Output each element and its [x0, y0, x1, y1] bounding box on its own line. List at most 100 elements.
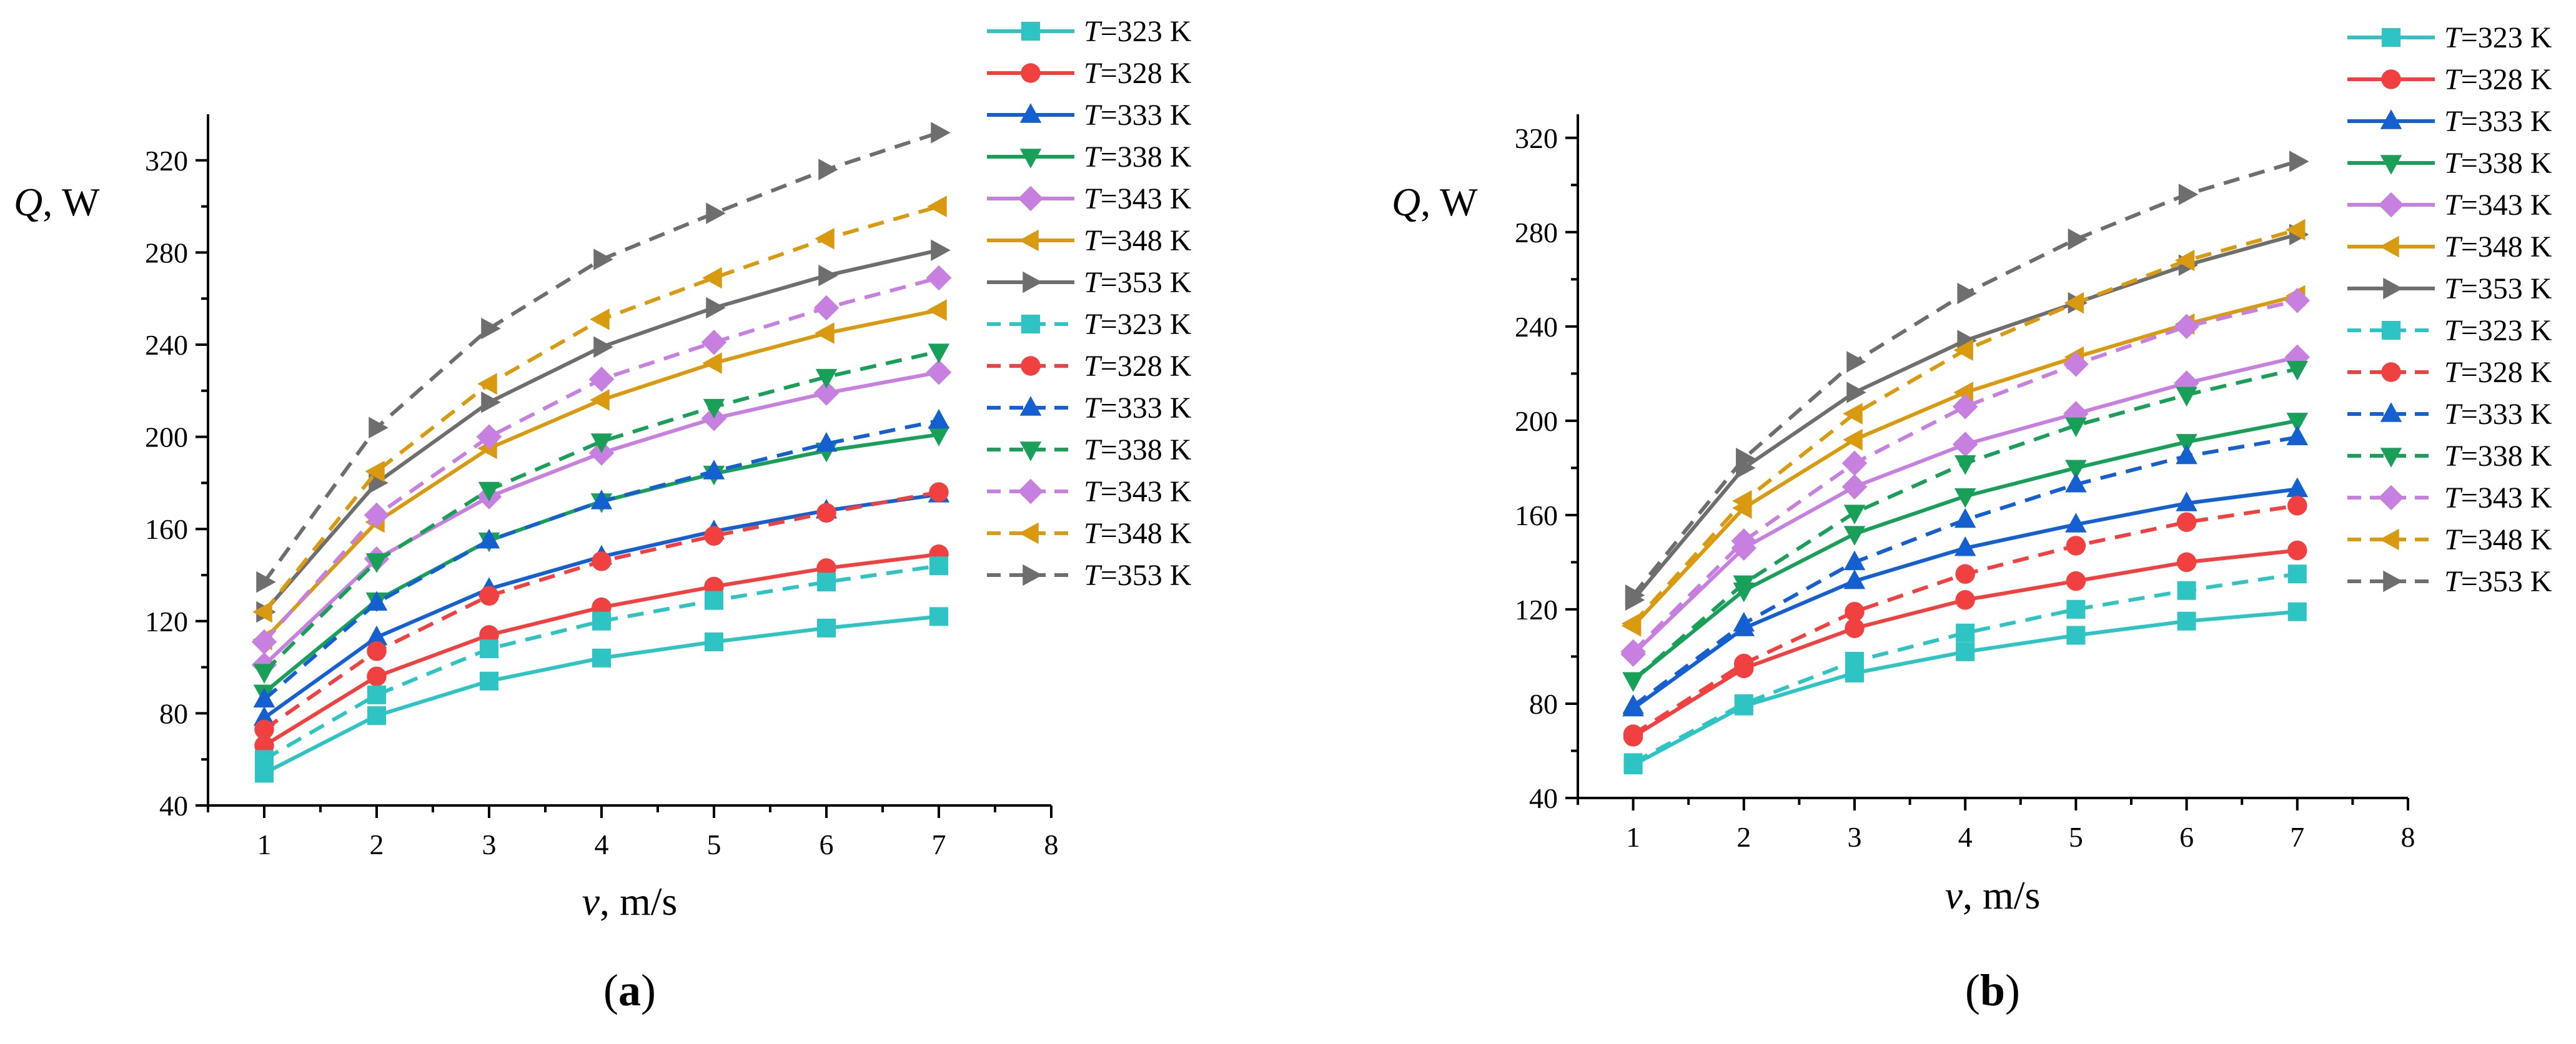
data-point — [705, 633, 723, 652]
data-point — [593, 336, 613, 358]
data-point — [2177, 581, 2196, 600]
legend-marker — [2382, 28, 2400, 47]
legend-marker — [1021, 63, 1041, 83]
legend-entry: T=328 K — [2347, 356, 2552, 389]
y-tick-label: 200 — [1515, 405, 1558, 437]
data-point — [1952, 393, 1978, 420]
data-point — [1952, 431, 1978, 457]
data-point — [2066, 536, 2086, 556]
data-point — [1736, 448, 1756, 470]
legend-entry: T=323 K — [987, 308, 1192, 341]
legend-marker — [1021, 315, 1040, 333]
data-point — [2065, 417, 2087, 438]
series-dashed-333 — [253, 409, 950, 708]
legend-entry: T=323 K — [987, 15, 1192, 48]
x-tick-label: 5 — [707, 829, 721, 860]
data-point — [2176, 512, 2197, 532]
data-point — [1841, 474, 1868, 500]
series-dashed-328 — [254, 482, 949, 739]
data-point — [817, 618, 836, 638]
data-point — [2178, 184, 2199, 205]
data-point — [931, 239, 951, 261]
y-tick-label: 280 — [145, 237, 188, 268]
data-point — [706, 202, 726, 224]
x-tick-label: 2 — [1736, 821, 1751, 853]
legend-entry: T=343 K — [987, 475, 1192, 508]
data-point — [2289, 150, 2309, 172]
data-point — [1843, 550, 1866, 571]
data-point — [253, 687, 275, 708]
legend: T=323 K T=328 K T=333 K T=338 K T=343 K T=348… — [987, 15, 1192, 592]
legend-marker — [2380, 155, 2402, 175]
data-point — [815, 368, 838, 389]
data-point — [2286, 219, 2306, 241]
data-point — [702, 267, 722, 289]
data-point — [702, 352, 722, 374]
data-point — [1734, 694, 1753, 713]
series-line — [1632, 159, 2298, 597]
legend-marker — [1023, 271, 1043, 293]
legend-label: T=328 K — [1084, 350, 1192, 383]
data-point — [590, 490, 613, 510]
data-point — [1953, 339, 1973, 361]
legend-label: T=353 K — [2444, 565, 2552, 598]
data-point — [2286, 425, 2309, 446]
legend: T=323 K T=328 K T=333 K T=338 K T=343 K T=348… — [2347, 21, 2552, 598]
y-tick-label: 160 — [1515, 500, 1558, 531]
data-point — [706, 297, 726, 319]
data-point — [1955, 564, 1975, 584]
x-axis-title-unit: , m/s — [1963, 873, 2040, 917]
data-point — [2177, 611, 2196, 631]
data-point — [813, 380, 840, 406]
data-point — [2176, 491, 2197, 511]
legend-label: T=343 K — [1084, 475, 1192, 508]
data-point — [2064, 292, 2084, 314]
data-point — [928, 426, 950, 446]
data-point — [367, 685, 386, 704]
chart-panel-b: 40 80 120 160 200 240 280 320 1 2 3 4 5 6 7 8 Q, W v, m/s… — [1392, 21, 2552, 1015]
legend-label: T=328 K — [2444, 356, 2552, 389]
data-point — [476, 424, 502, 450]
legend-marker — [1021, 356, 1041, 376]
data-point — [927, 299, 947, 321]
data-point — [255, 750, 274, 769]
legend-marker — [2380, 448, 2402, 468]
data-point — [928, 409, 950, 429]
x-tick-label: 1 — [1626, 821, 1640, 853]
legend-label: T=323 K — [2444, 21, 2552, 54]
legend-entry: T=328 K — [2347, 63, 2552, 96]
data-point — [593, 249, 613, 270]
data-point — [815, 322, 835, 344]
data-point — [1845, 601, 1865, 622]
legend-label: T=353 K — [1084, 266, 1192, 299]
series-line — [263, 614, 939, 776]
series-dashed-353 — [1625, 150, 2309, 606]
data-point — [1734, 654, 1754, 674]
legend-entry: T=343 K — [987, 182, 1192, 215]
data-point — [928, 343, 950, 363]
data-point — [1622, 672, 1644, 692]
series-dashed-333 — [1622, 425, 2309, 714]
x-tick-label: 5 — [2069, 821, 2083, 853]
data-point — [1623, 753, 1643, 772]
data-point — [369, 416, 389, 439]
legend-marker — [1023, 564, 1043, 586]
legend-entry: T=353 K — [987, 559, 1192, 592]
data-point — [1954, 488, 1976, 508]
chart-panel-a: 40 80 120 160 200 240 280 320 1 2 3 4 5 6 7 8 Q, W v, m/s… — [14, 15, 1192, 1015]
data-point — [1843, 526, 1866, 546]
x-tick-label: 3 — [1848, 821, 1862, 853]
series-dashed-323 — [255, 556, 948, 769]
x-tick-label: 7 — [2290, 821, 2304, 853]
y-tick-label: 80 — [159, 697, 188, 729]
data-point — [2287, 602, 2307, 621]
data-point — [253, 706, 275, 726]
data-point — [818, 159, 838, 180]
data-point — [1954, 455, 1976, 475]
legend-entry: T=333 K — [987, 99, 1192, 132]
data-point — [1620, 639, 1646, 665]
legend-label: T=333 K — [1084, 99, 1192, 132]
legend-label: T=338 K — [1084, 433, 1192, 466]
legend-label: T=323 K — [1084, 308, 1192, 341]
legend-entry: T=328 K — [987, 57, 1192, 90]
